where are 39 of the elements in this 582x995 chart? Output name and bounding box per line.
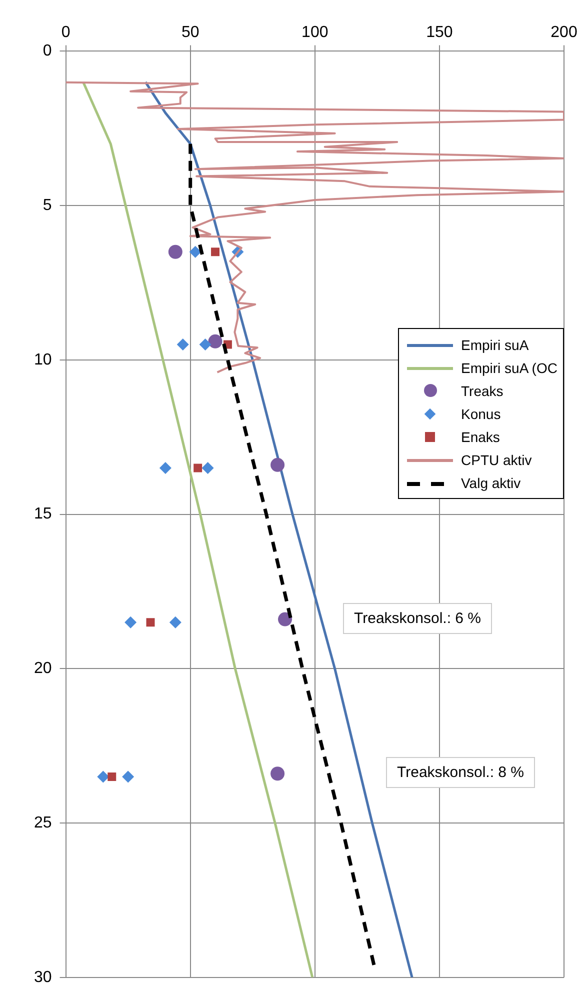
point (199, 338, 212, 350)
y-tick-label: 10 (34, 351, 52, 368)
y-tick-label: 0 (42, 42, 52, 60)
y-tick-label: 5 (42, 196, 52, 214)
point (122, 770, 134, 783)
point (124, 616, 137, 628)
x-tick-label: 50 (181, 24, 200, 42)
x-tick-label: 200 (550, 24, 578, 42)
legend-label: Empiri suA (OC (461, 360, 558, 376)
legend-label: Treaks (461, 382, 504, 398)
point (168, 244, 182, 259)
annotation: Treakskonsol.: 6 % (343, 603, 492, 634)
point (159, 462, 172, 474)
annotation: Treakskonsol.: 8 % (386, 757, 535, 788)
point (194, 464, 202, 472)
point (270, 458, 285, 472)
point (146, 618, 155, 627)
legend-label: Enaks (461, 428, 500, 444)
point (189, 246, 202, 258)
x-tick-label: 0 (61, 24, 70, 42)
y-tick-label: 15 (34, 506, 52, 523)
y-tick-label: 25 (34, 814, 52, 832)
point (270, 766, 285, 781)
x-tick-label: 150 (426, 24, 453, 42)
point (108, 772, 116, 781)
y-tick-label: 20 (34, 660, 52, 678)
legend-label: CPTU aktiv (461, 452, 532, 468)
point (202, 462, 214, 474)
point (169, 616, 182, 628)
point (211, 248, 220, 256)
point (97, 770, 110, 783)
point (208, 334, 222, 348)
legend-label: Valg aktiv (461, 474, 521, 490)
y-tick-label: 30 (34, 968, 52, 986)
point (278, 612, 292, 626)
legend-label: Empiri suA (461, 336, 529, 352)
legend-label: Konus (461, 406, 501, 422)
point (176, 338, 189, 350)
x-tick-label: 100 (302, 24, 328, 42)
